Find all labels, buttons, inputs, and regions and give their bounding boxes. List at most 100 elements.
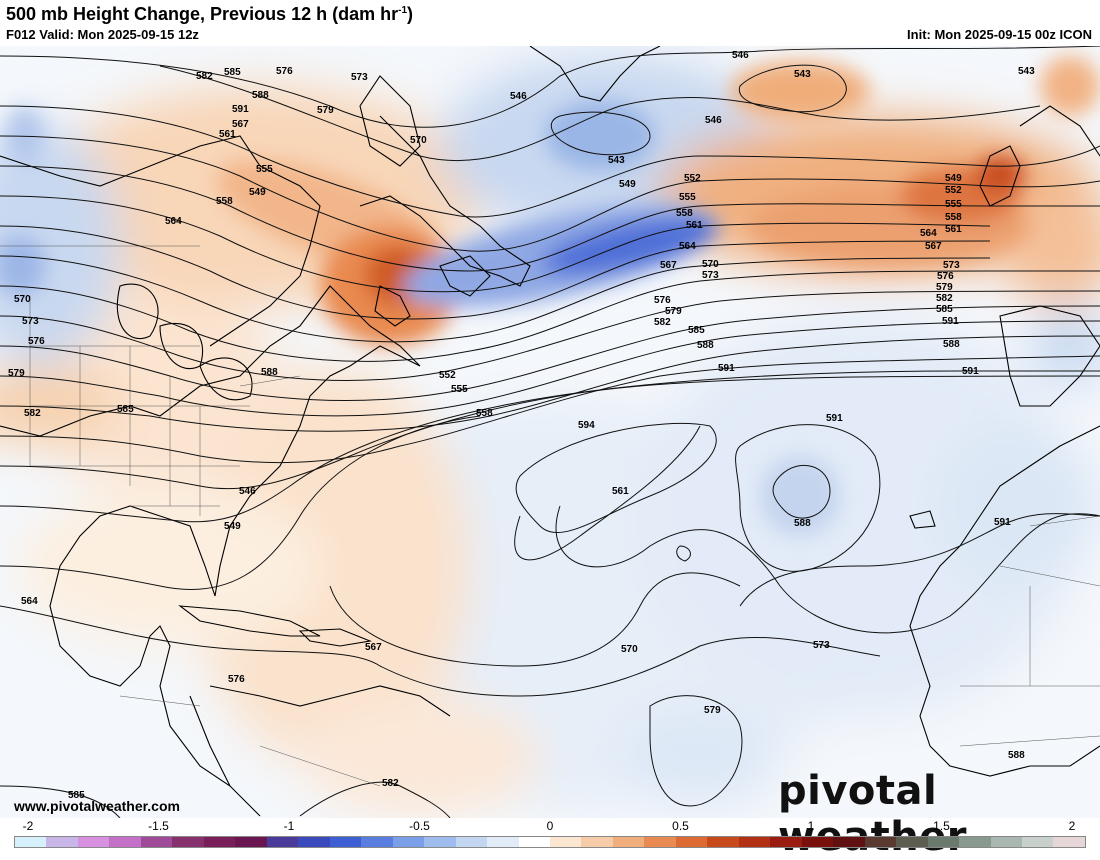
colorbar-tick-label: 2 <box>1068 819 1076 833</box>
colorbar-swatch <box>612 837 645 847</box>
colorbar-swatch <box>172 837 204 847</box>
colorbar-swatch <box>298 837 330 847</box>
init-time: Init: Mon 2025-09-15 00z ICON <box>907 27 1092 42</box>
colorbar-swatch <box>77 837 110 847</box>
contour-label: 543 <box>794 69 811 80</box>
colorbar-swatch <box>990 837 1022 847</box>
contour-label: 579 <box>8 368 25 379</box>
colorbar-swatch <box>1053 837 1085 847</box>
contour-label: 567 <box>365 642 382 653</box>
contour-label: 570 <box>621 644 638 655</box>
colorbar-swatch <box>1022 837 1054 847</box>
colorbar-tick-label: 1 <box>807 819 815 833</box>
contour-label: 546 <box>510 91 527 102</box>
contour-label: 558 <box>216 196 233 207</box>
contour-label: 543 <box>1018 66 1035 77</box>
colorbar-swatch <box>109 837 141 847</box>
contour-label: 582 <box>654 317 671 328</box>
contour-label: 576 <box>276 66 293 77</box>
contour-label: 549 <box>249 187 266 198</box>
colorbar-swatch <box>455 837 488 847</box>
colorbar-swatch <box>707 837 739 847</box>
colorbar-swatch <box>140 837 173 847</box>
colorbar-swatch <box>801 837 834 847</box>
contour-label: 579 <box>704 705 721 716</box>
contour-label: 546 <box>239 486 256 497</box>
colorbar-swatch <box>203 837 236 847</box>
contour-label: 552 <box>945 185 962 196</box>
contour-label: 543 <box>608 155 625 166</box>
contour-label: 555 <box>451 384 468 395</box>
contour-label: 579 <box>317 105 334 116</box>
contour-label: 573 <box>351 72 368 83</box>
contour-label: 549 <box>619 179 636 190</box>
contour-label: 588 <box>697 340 714 351</box>
contour-label: 579 <box>665 306 682 317</box>
colorbar-tick-label: 0.5 <box>672 819 689 833</box>
political-boundaries <box>0 245 1100 787</box>
contour-label: 576 <box>937 271 954 282</box>
contour-label: 555 <box>945 199 962 210</box>
contour-label: 564 <box>920 228 937 239</box>
colorbar-swatch <box>46 837 78 847</box>
contour-label: 558 <box>476 408 493 419</box>
contour-label: 564 <box>165 216 182 227</box>
contour-label: 558 <box>676 208 693 219</box>
colorbar-swatch <box>675 837 708 847</box>
colorbar <box>14 836 1086 848</box>
colorbar-swatch <box>644 837 676 847</box>
contour-label: 591 <box>718 363 735 374</box>
colorbar-swatch <box>392 837 425 847</box>
contour-label: 570 <box>410 135 427 146</box>
contour-label: 564 <box>21 596 38 607</box>
contour-label: 594 <box>578 420 595 431</box>
contour-label: 573 <box>702 270 719 281</box>
contour-label: 585 <box>117 404 134 415</box>
colorbar-swatch <box>581 837 613 847</box>
colorbar-swatch <box>896 837 928 847</box>
contour-label: 588 <box>261 367 278 378</box>
colorbar-swatch <box>549 837 582 847</box>
colorbar-swatch <box>235 837 267 847</box>
contour-label: 567 <box>660 260 677 271</box>
contour-label: 573 <box>943 260 960 271</box>
contour-label: 585 <box>936 304 953 315</box>
contour-label: 546 <box>705 115 722 126</box>
colorbar-tick-label: -2 <box>22 819 34 833</box>
contour-label: 555 <box>679 192 696 203</box>
contour-label: 576 <box>654 295 671 306</box>
colorbar-swatch <box>833 837 865 847</box>
header: 500 mb Height Change, Previous 12 h (dam… <box>0 0 1100 46</box>
contour-label: 585 <box>68 790 85 801</box>
contour-label: 585 <box>688 325 705 336</box>
colorbar-tick-label: -0.5 <box>409 819 430 833</box>
contour-label: 573 <box>22 316 39 327</box>
colorbar-swatch <box>518 837 550 847</box>
contour-label: 561 <box>612 486 629 497</box>
contour-label: 582 <box>936 293 953 304</box>
contour-label: 567 <box>925 241 942 252</box>
contour-label: 588 <box>1008 750 1025 761</box>
map-title: 500 mb Height Change, Previous 12 h (dam… <box>6 4 414 24</box>
colorbar-swatch <box>770 837 802 847</box>
contour-label: 591 <box>962 366 979 377</box>
contour-label: 582 <box>382 778 399 789</box>
contour-label: 549 <box>945 173 962 184</box>
contour-label: 567 <box>232 119 249 130</box>
contour-label: 573 <box>813 640 830 651</box>
colorbar-tick-label: -1 <box>283 819 295 833</box>
colorbar-swatch <box>15 837 47 847</box>
contour-label: 588 <box>252 90 269 101</box>
contour-label: 549 <box>224 521 241 532</box>
contour-label: 570 <box>14 294 31 305</box>
contour-label: 591 <box>994 517 1011 528</box>
website-link[interactable]: www.pivotalweather.com <box>14 798 180 814</box>
contour-label: 588 <box>943 339 960 350</box>
map-panel: 546 543 546 546 543 543 549 552 555 558 … <box>0 46 1100 818</box>
colorbar-swatch <box>361 837 393 847</box>
colorbar-swatch <box>927 837 960 847</box>
colorbar-swatch <box>424 837 456 847</box>
colorbar-swatch <box>329 837 362 847</box>
contour-label: 585 <box>224 67 241 78</box>
contour-label: 561 <box>686 220 703 231</box>
